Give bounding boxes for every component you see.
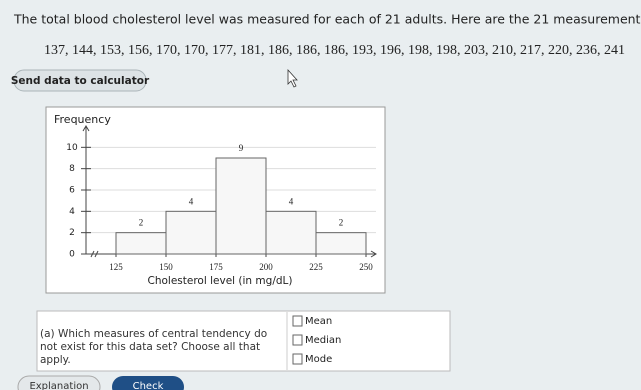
x-arrow: [370, 250, 377, 258]
y-tick-label: 2: [69, 228, 75, 238]
option-label: Mode: [305, 354, 332, 365]
bar-label: 2: [139, 218, 144, 228]
option-label: Median: [305, 335, 341, 346]
check-label[interactable]: Check: [133, 381, 164, 390]
question: The total blood cholesterol level was me…: [13, 12, 641, 27]
bar-label: 4: [189, 196, 194, 206]
bar: [215, 157, 267, 255]
part-a-question-box: (a) Which measures of central tendency d…: [40, 328, 268, 366]
x-axis-label: Cholesterol level (in mg/dL): [148, 275, 293, 287]
part-a-box: [36, 310, 451, 372]
bar-label: 4: [289, 196, 294, 206]
x-tick-label: 150: [159, 262, 173, 272]
x-tick-label: 250: [359, 262, 373, 272]
bar: [115, 232, 167, 255]
y-tick-label: 10: [66, 143, 78, 153]
bar-label: 2: [339, 218, 344, 228]
x-tick-label: 125: [109, 262, 123, 272]
options: Mean Median Mode: [292, 315, 341, 365]
checkbox[interactable]: [292, 334, 303, 346]
histogram: Frequency Cholesterol level (in mg/dL) 0 2 4…: [54, 113, 377, 287]
bar: [165, 210, 217, 255]
checkbox[interactable]: [292, 353, 303, 365]
y-axis-label: Frequency: [54, 113, 111, 126]
bar-label: 9: [239, 143, 244, 153]
checkbox[interactable]: [292, 315, 303, 327]
explanation-label[interactable]: Explanation: [29, 381, 88, 390]
axis-break: [90, 250, 99, 258]
y-arrow: [82, 125, 90, 132]
y-tick-label: 4: [69, 207, 75, 217]
y-tick-label: 6: [69, 186, 75, 196]
option-label: Mean: [305, 316, 332, 327]
y-tick-label: 8: [69, 164, 75, 174]
send-button-label[interactable]: Send data to calculator: [11, 75, 150, 87]
cursor: [287, 68, 298, 88]
part-a-question: (a) Which measures of central tendency d…: [40, 328, 268, 366]
measurements: 137, 144, 153, 156, 170, 170, 177, 181, …: [44, 43, 625, 58]
send-button[interactable]: [13, 69, 147, 92]
x-tick-label: 200: [259, 262, 273, 272]
bar: [265, 210, 317, 255]
explanation-button[interactable]: [17, 375, 101, 390]
check-button[interactable]: [112, 376, 184, 390]
x-tick-label: 225: [309, 262, 323, 272]
bar: [315, 232, 367, 255]
y-tick-label: 0: [69, 250, 75, 260]
x-tick-label: 175: [209, 262, 223, 272]
